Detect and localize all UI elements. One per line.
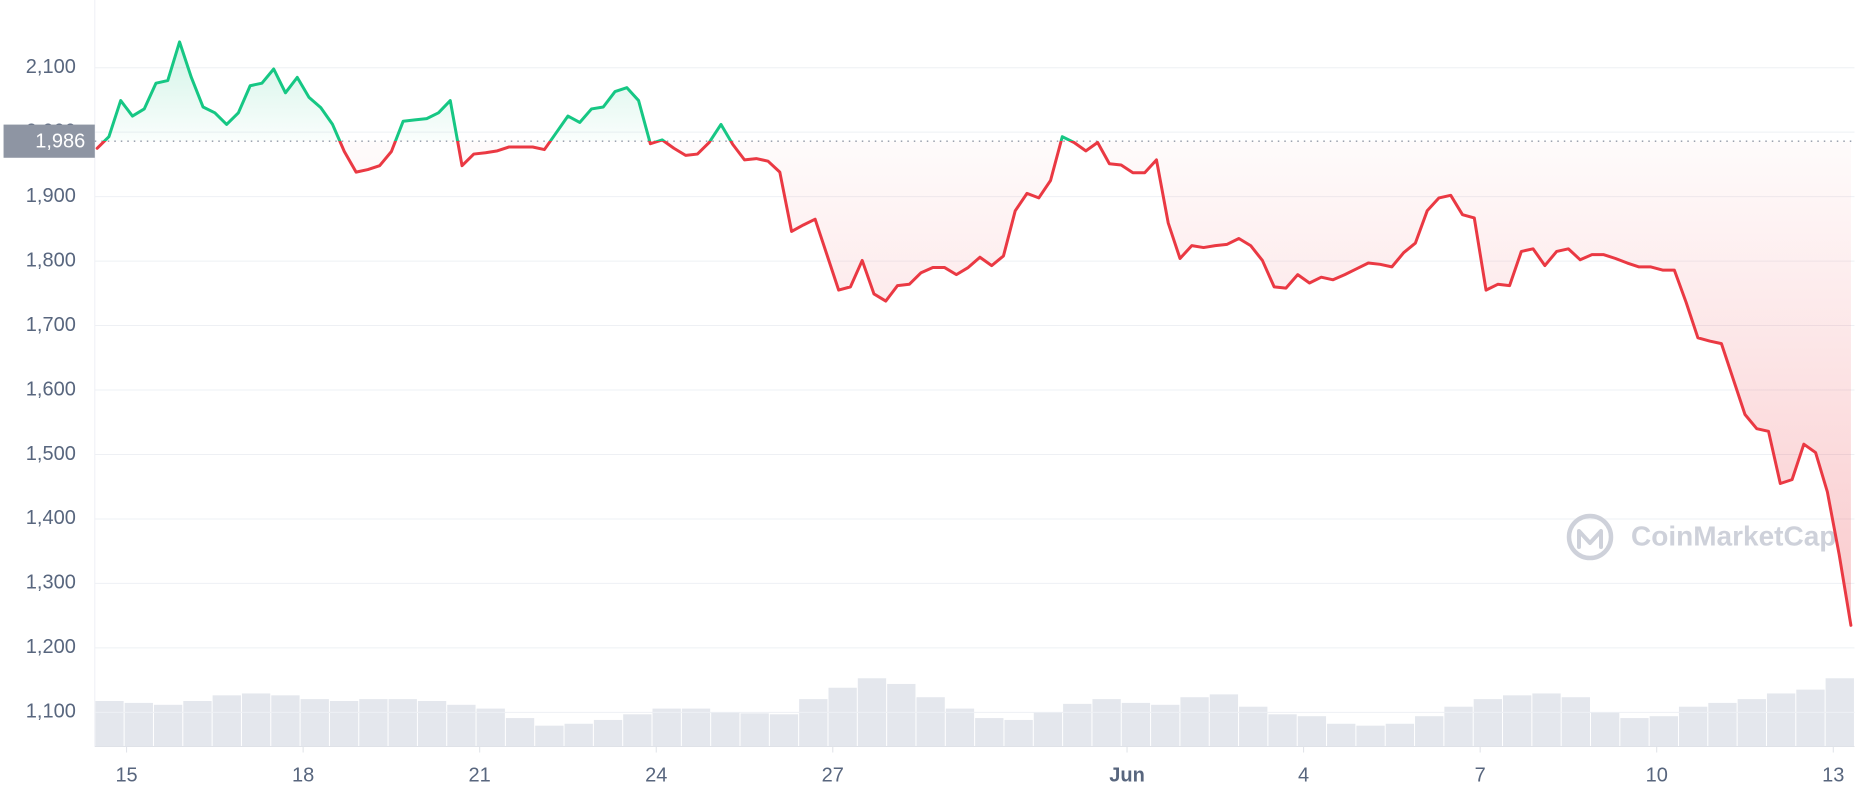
y-tick-label: 1,800 — [26, 249, 76, 271]
volume-bar — [212, 695, 241, 747]
volume-bar — [564, 723, 593, 747]
volume-bar — [1503, 695, 1532, 747]
volume-bar — [1268, 714, 1297, 747]
watermark: CoinMarketCap — [1566, 513, 1836, 561]
data-layer — [94, 40, 1855, 627]
volume-bar — [1327, 723, 1356, 747]
volume-bar — [1620, 718, 1649, 747]
volume-bar — [1561, 697, 1590, 747]
x-tick-label: 15 — [115, 764, 137, 786]
volume-bar — [1415, 716, 1444, 747]
watermark-logo — [1566, 513, 1614, 561]
y-tick-label: 1,600 — [26, 378, 76, 400]
volume-bar — [1356, 725, 1385, 747]
label-layer: 1,100 1,200 1,300 1,400 1,500 1,600 1,700 1,800… — [3, 56, 1844, 786]
x-tick-label: Jun — [1109, 764, 1145, 786]
volume-bar — [271, 695, 300, 747]
price-area — [97, 41, 1851, 626]
volume-bar — [652, 708, 681, 747]
volume-bar — [1180, 697, 1209, 747]
volume-bar — [241, 693, 271, 747]
y-tick-label: 2,100 — [26, 56, 76, 78]
y-tick-label: 1,700 — [26, 314, 76, 336]
volume-bar — [1473, 699, 1503, 747]
x-tick-label: 4 — [1298, 764, 1309, 786]
baseline-label-box — [3, 124, 95, 158]
volume-bar — [740, 713, 769, 747]
volume-bar — [593, 719, 623, 747]
y-tick-label: 1,400 — [26, 507, 76, 529]
volume-bar — [1121, 702, 1151, 747]
volume-bar — [505, 718, 535, 747]
volume-bar — [916, 697, 945, 747]
volume-layer — [95, 678, 1854, 747]
volume-bar — [476, 708, 505, 747]
x-tick-label: 7 — [1475, 764, 1486, 786]
volume-bar — [975, 718, 1004, 747]
volume-bar — [799, 699, 828, 747]
volume-bar — [1678, 706, 1708, 747]
grid-layer — [94, 0, 1855, 753]
volume-bar — [1033, 712, 1063, 747]
volume-bar — [1796, 689, 1825, 747]
volume-bar — [769, 714, 799, 747]
volume-bar — [1737, 699, 1766, 747]
volume-bar — [1590, 712, 1620, 747]
volume-bar — [1209, 694, 1239, 747]
volume-bar — [329, 701, 359, 747]
x-tick-label: 21 — [469, 764, 491, 786]
volume-bar — [1532, 693, 1561, 747]
x-tick-label: 24 — [645, 764, 667, 786]
baseline-label: 1,986 — [35, 130, 85, 152]
volume-bar — [417, 701, 447, 747]
volume-bar — [153, 704, 183, 747]
volume-bar — [359, 699, 388, 747]
y-tick-label: 1,900 — [26, 185, 76, 207]
volume-bar — [828, 687, 857, 747]
y-tick-label: 1,200 — [26, 636, 76, 658]
volume-bar — [535, 725, 564, 747]
volume-bar — [681, 708, 711, 747]
price-line — [95, 40, 1853, 627]
volume-bar — [95, 701, 124, 747]
volume-bar — [1766, 693, 1796, 747]
volume-bar — [388, 699, 417, 747]
volume-bar — [711, 712, 740, 747]
x-tick-label: 13 — [1822, 764, 1844, 786]
x-tick-label: 27 — [822, 764, 844, 786]
volume-bar — [1649, 716, 1678, 747]
volume-bar — [1385, 723, 1415, 747]
volume-bar — [447, 704, 476, 747]
volume-bar — [623, 714, 652, 747]
x-tick-label: 10 — [1646, 764, 1668, 786]
volume-bar — [1004, 719, 1033, 747]
volume-bar — [1092, 699, 1121, 747]
volume-bar — [183, 701, 212, 747]
volume-bar — [887, 683, 916, 747]
volume-bar — [1239, 706, 1268, 747]
volume-bar — [945, 708, 975, 747]
watermark-text: CoinMarketCap — [1631, 520, 1836, 551]
watermark-logo-m — [1577, 529, 1603, 549]
x-tick-label: 18 — [292, 764, 314, 786]
y-tick-label: 1,100 — [26, 701, 76, 723]
volume-bar — [1063, 703, 1092, 747]
volume-bar — [300, 699, 329, 747]
y-tick-label: 1,500 — [26, 443, 76, 465]
volume-bar — [1297, 716, 1327, 747]
volume-bar — [1151, 704, 1180, 747]
y-tick-label: 1,300 — [26, 572, 76, 594]
volume-bar — [1444, 706, 1473, 747]
volume-bar — [124, 702, 153, 747]
volume-bar — [1708, 702, 1737, 747]
